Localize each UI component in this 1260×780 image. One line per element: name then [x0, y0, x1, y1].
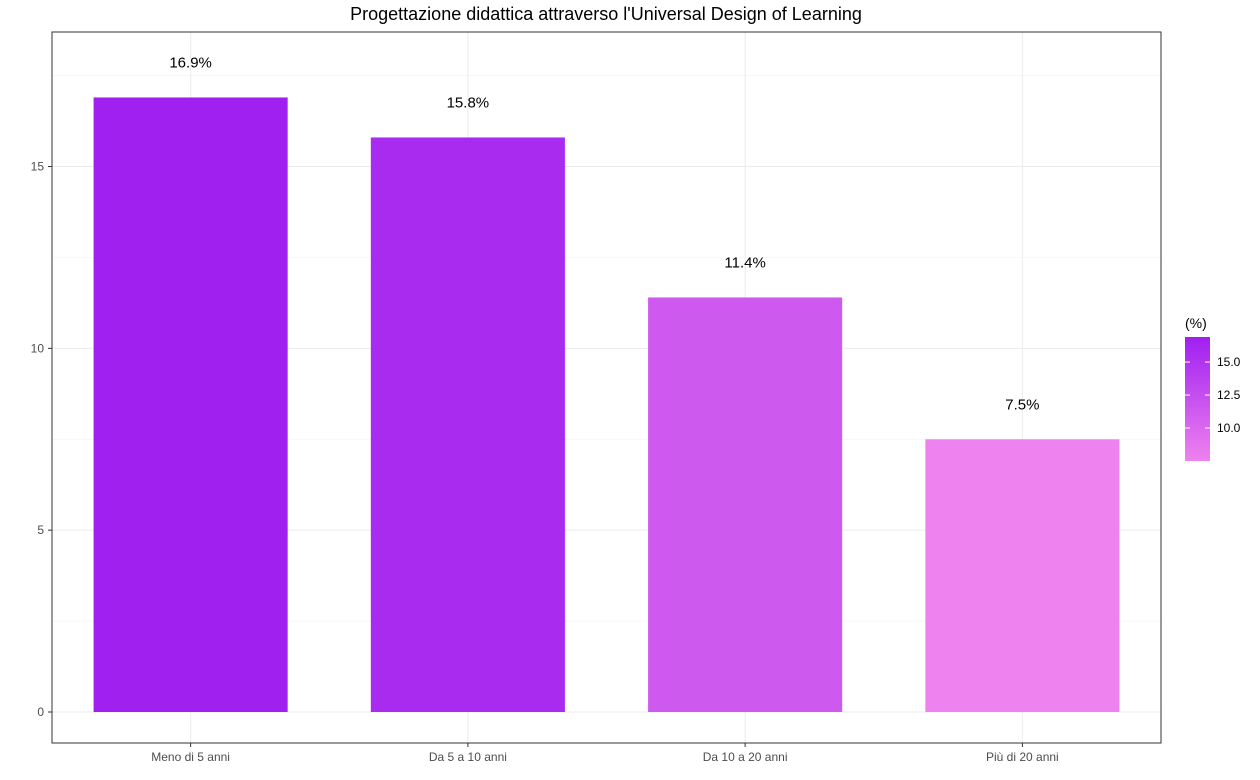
legend-ticks: 10.0 12.5 15.0	[1185, 355, 1241, 435]
bars	[93, 97, 1120, 713]
plot-panel-border	[51, 31, 1162, 744]
x-tick-label: Da 5 a 10 anni	[429, 750, 507, 764]
data-label: 16.9%	[169, 54, 212, 71]
bar	[93, 97, 288, 713]
y-tick-label: 15	[31, 160, 45, 174]
x-tick-label: Più di 20 anni	[986, 750, 1059, 764]
bar	[648, 297, 843, 712]
legend-title: (%)	[1185, 315, 1207, 331]
data-label: 7.5%	[1005, 396, 1039, 413]
legend-colorbar	[1185, 337, 1210, 461]
y-tick-label: 5	[37, 523, 44, 537]
chart-title: Progettazione didattica attraverso l'Uni…	[350, 4, 862, 24]
x-tick-label: Meno di 5 anni	[151, 750, 230, 764]
data-label: 15.8%	[447, 94, 490, 111]
bar	[925, 439, 1120, 712]
bar	[370, 137, 565, 713]
legend-tick-label: 10.0	[1217, 421, 1241, 435]
legend-tick-label: 15.0	[1217, 355, 1241, 369]
y-tick-label: 10	[31, 341, 45, 355]
legend: (%) 10.0 12.5 15.0	[1185, 315, 1241, 461]
x-tick-label: Da 10 a 20 anni	[703, 750, 788, 764]
y-tick-label: 0	[37, 705, 44, 719]
data-label: 11.4%	[724, 254, 765, 271]
data-labels: 16.9% 15.8% 11.4% 7.5%	[169, 54, 1039, 413]
legend-tick-label: 12.5	[1217, 388, 1241, 402]
x-axis: Meno di 5 anni Da 5 a 10 anni Da 10 a 20 a…	[151, 743, 1059, 764]
y-axis: 0 5 10 15	[31, 160, 52, 719]
